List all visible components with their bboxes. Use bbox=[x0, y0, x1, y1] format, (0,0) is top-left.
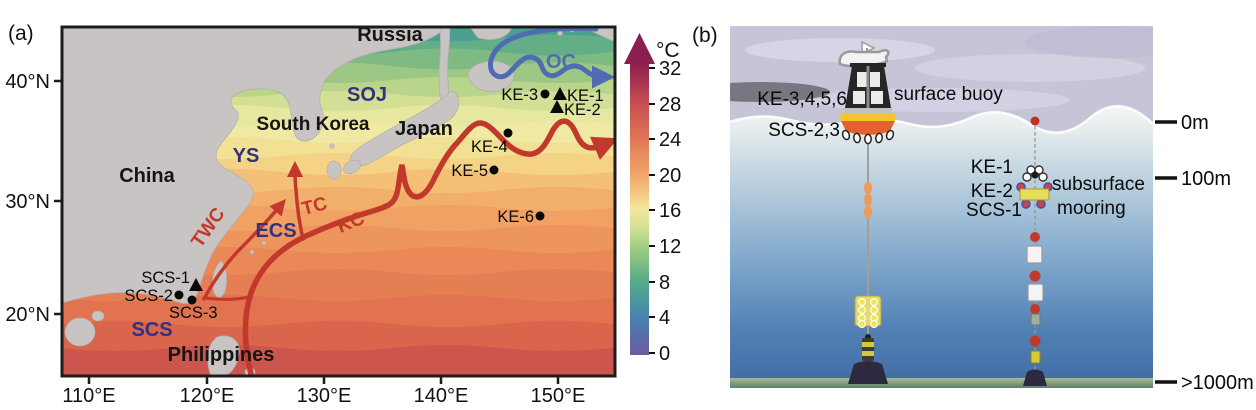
label-east-china-sea: ECS bbox=[255, 220, 296, 242]
depth-label-1000m: >1000m bbox=[1181, 372, 1254, 394]
colorbar-unit: °C bbox=[656, 39, 680, 62]
depth-label-0m: 0m bbox=[1181, 112, 1209, 134]
station-marker-ke2 bbox=[550, 100, 564, 113]
axis-ticks bbox=[54, 79, 560, 384]
land-kyushu bbox=[326, 160, 342, 180]
colorbar-tick-24: 24 bbox=[659, 129, 681, 151]
station-marker-scs1 bbox=[189, 278, 203, 291]
luzon-branch-path bbox=[203, 295, 251, 301]
station-label-ke5: KE-5 bbox=[451, 162, 488, 180]
label-china: China bbox=[119, 165, 175, 187]
x-tick-120e: 120°E bbox=[180, 385, 235, 407]
station-label-ke1: KE-1 bbox=[567, 87, 604, 105]
land-masses bbox=[62, 27, 615, 376]
surface-buoy-mooring bbox=[838, 40, 896, 384]
land-hainan bbox=[64, 317, 96, 347]
station-marker-ke1 bbox=[553, 87, 567, 100]
x-tick-140e: 140°E bbox=[414, 385, 469, 407]
buoy-glass-float-pack bbox=[854, 295, 882, 329]
depth-ticks bbox=[1155, 120, 1177, 384]
land-mainland-asia bbox=[62, 27, 447, 304]
station-marker-ke6 bbox=[535, 211, 545, 221]
buoy-release-instrument bbox=[862, 334, 874, 361]
station-label-ke4: KE-4 bbox=[471, 138, 508, 156]
subsurface-mooring-caption-2: mooring bbox=[1057, 198, 1126, 219]
buoy-underside-instruments bbox=[841, 129, 895, 145]
mooring-top-float-cluster bbox=[1016, 165, 1053, 209]
stations: KE-1 KE-2 KE-3 KE-4 KE-5 KE-6 SCS-1 SCS-… bbox=[124, 86, 603, 322]
y-tick-30n: 30°N bbox=[5, 191, 50, 213]
label-south-korea: South Korea bbox=[257, 114, 370, 135]
station-label-ke6: KE-6 bbox=[497, 208, 534, 226]
panel-b-label: (b) bbox=[692, 24, 718, 47]
tsushima-current-path bbox=[286, 160, 305, 241]
x-tick-130e: 130°E bbox=[297, 385, 352, 407]
colorbar-arrow bbox=[624, 33, 655, 64]
colorbar-gradient bbox=[630, 62, 649, 355]
station-label-scs1: SCS-1 bbox=[141, 269, 190, 287]
mooring-surface-marker bbox=[1030, 116, 1040, 126]
sea-water bbox=[730, 106, 1153, 388]
colorbar-tick-4: 4 bbox=[659, 307, 670, 329]
label-sea-of-japan: SOJ bbox=[347, 84, 387, 106]
station-marker-ke5 bbox=[489, 165, 499, 175]
ocean-currents bbox=[202, 27, 615, 376]
colorbar-tick-0: 0 bbox=[659, 343, 670, 365]
subsurface-mooring bbox=[1016, 116, 1053, 386]
station-marker-scs2 bbox=[174, 290, 184, 300]
oyashio-current-path bbox=[488, 27, 615, 89]
y-tick-20n: 20°N bbox=[5, 304, 50, 326]
kuroshio-current-path bbox=[242, 118, 615, 376]
colorbar-tick-12: 12 bbox=[659, 236, 681, 258]
x-tick-150e: 150°E bbox=[531, 385, 586, 407]
colorbar-tick-32: 32 bbox=[659, 58, 681, 80]
buoy-hull bbox=[840, 108, 896, 135]
x-tick-110e: 110°E bbox=[62, 385, 115, 407]
map-panel: (a) bbox=[5, 22, 681, 407]
label-philippines: Philippines bbox=[168, 344, 275, 366]
mooring-station-ke2: KE-2 bbox=[971, 181, 1013, 202]
colorbar-tick-28: 28 bbox=[659, 94, 681, 116]
buoy-line-floats bbox=[864, 181, 872, 219]
colorbar-tick-20: 20 bbox=[659, 165, 681, 187]
mooring-chain-items bbox=[1026, 232, 1044, 364]
mooring-anchor bbox=[1023, 369, 1047, 386]
label-south-china-sea: SCS bbox=[131, 319, 172, 341]
sst-colorbar: °C 32 28 24 20 16 12 8 4 0 bbox=[624, 33, 681, 365]
mooring-station-scs1: SCS-1 bbox=[966, 200, 1022, 221]
station-marker-scs3 bbox=[187, 295, 197, 305]
buoy-stations-label-2: SCS-2,3 bbox=[768, 120, 840, 141]
land-shikoku bbox=[343, 159, 361, 175]
sea-surface-line bbox=[730, 105, 1153, 134]
land-luzon bbox=[207, 335, 240, 376]
label-yellow-sea: YS bbox=[233, 145, 260, 167]
y-tick-40n: 40°N bbox=[5, 71, 50, 93]
station-label-ke3: KE-3 bbox=[501, 86, 538, 104]
station-marker-ke3 bbox=[540, 89, 550, 99]
surface-buoy-caption: surface buoy bbox=[894, 84, 1003, 105]
land-hokkaido bbox=[467, 60, 515, 92]
buoy-tower bbox=[845, 63, 891, 108]
label-oc-current: OC bbox=[546, 51, 576, 73]
buoy-anchor bbox=[848, 361, 888, 384]
seafloor bbox=[730, 378, 1153, 388]
mooring-station-ke1: KE-1 bbox=[971, 157, 1013, 178]
station-label-scs2: SCS-2 bbox=[124, 287, 173, 305]
colorbar-tick-8: 8 bbox=[659, 272, 670, 294]
label-japan: Japan bbox=[395, 118, 453, 140]
mooring-yellow-instrument bbox=[1019, 188, 1050, 201]
subsurface-mooring-caption-1: subsurface bbox=[1052, 174, 1145, 195]
label-russia: Russia bbox=[357, 24, 423, 46]
depth-label-100m: 100m bbox=[1181, 168, 1231, 190]
panel-a-label: (a) bbox=[8, 22, 34, 45]
station-marker-ke4 bbox=[503, 128, 513, 138]
station-label-scs3: SCS-3 bbox=[169, 304, 218, 322]
mooring-panel: (b) bbox=[692, 24, 1254, 394]
taiwan-warm-current-path bbox=[202, 199, 286, 301]
station-label-ke2: KE-2 bbox=[564, 101, 601, 119]
buoy-stations-label: KE-3,4,5,6 bbox=[757, 89, 847, 110]
colorbar-tick-16: 16 bbox=[659, 200, 681, 222]
